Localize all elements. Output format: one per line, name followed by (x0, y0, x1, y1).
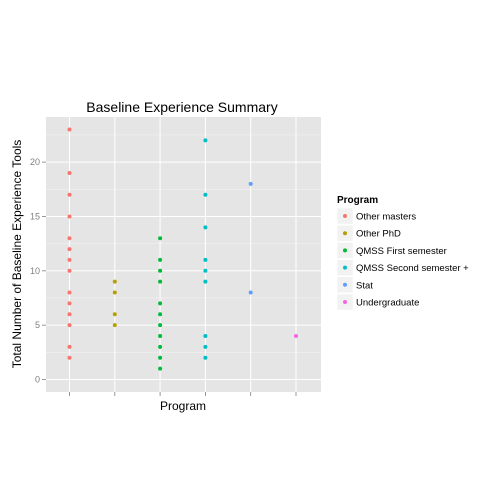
legend-label: QMSS First semester (356, 246, 447, 257)
y-axis-label: Total Number of Baseline Experience Tool… (10, 140, 24, 369)
data-point (67, 268, 72, 273)
data-point (67, 312, 72, 317)
y-tick-label: 0 (35, 375, 40, 385)
legend-label: Undergraduate (356, 298, 419, 309)
data-point (67, 127, 72, 132)
data-point (112, 290, 117, 295)
data-point (112, 323, 117, 328)
data-point (158, 236, 163, 241)
data-point (67, 301, 72, 306)
data-point (67, 236, 72, 241)
y-tick-label: 5 (35, 320, 40, 330)
legend-symbol (343, 214, 347, 218)
data-point (203, 192, 208, 197)
data-point (158, 323, 163, 328)
data-point (67, 355, 72, 360)
data-point (67, 170, 72, 175)
plot-panel (46, 117, 321, 392)
data-point (158, 312, 163, 317)
data-point (158, 334, 163, 339)
y-tick-label: 15 (30, 211, 40, 221)
data-point (67, 323, 72, 328)
legend-label: Stat (356, 280, 373, 291)
legend-symbol (343, 300, 347, 304)
data-point (158, 344, 163, 349)
y-tick-label: 10 (30, 266, 40, 276)
data-point (67, 192, 72, 197)
legend-title: Program (337, 195, 378, 206)
data-point (67, 247, 72, 252)
y-tick-label: 20 (30, 157, 40, 167)
data-point (248, 290, 253, 295)
data-point (158, 366, 163, 371)
data-point (203, 334, 208, 339)
legend-symbol (343, 265, 347, 270)
data-point (67, 214, 72, 219)
data-point (203, 355, 208, 360)
data-point (67, 257, 72, 262)
legend-label: Other masters (356, 212, 416, 223)
legend-symbol (343, 248, 347, 253)
legend-label: Other PhD (356, 229, 401, 240)
data-point (112, 312, 117, 317)
data-point (203, 257, 208, 262)
legend: Program Other masters Other PhD QMSS First… (336, 195, 469, 311)
data-point (248, 181, 253, 186)
data-point (294, 334, 298, 339)
legend-label: QMSS Second semester + (356, 263, 469, 274)
chart-title: Baseline Experience Summary (86, 99, 277, 115)
x-axis-ticks (69, 392, 297, 396)
legend-symbol (343, 282, 347, 287)
data-point (158, 355, 163, 360)
data-point (158, 279, 163, 284)
data-point (67, 344, 72, 349)
data-point (203, 279, 208, 284)
data-point (67, 290, 72, 295)
data-point (158, 257, 163, 262)
legend-items: Other masters Other PhD QMSS First semeste… (336, 207, 469, 311)
y-axis-ticks: 0 5 10 15 20 (30, 157, 46, 385)
data-point (158, 268, 163, 273)
data-point (203, 344, 208, 349)
data-point (158, 301, 163, 306)
data-point (203, 268, 208, 273)
data-points (67, 127, 298, 371)
data-point (203, 225, 208, 230)
data-point (203, 138, 208, 143)
grid-minor-lines (46, 134, 321, 353)
legend-symbol (343, 231, 347, 236)
x-axis-label: Program (160, 399, 206, 413)
data-point (112, 279, 117, 284)
